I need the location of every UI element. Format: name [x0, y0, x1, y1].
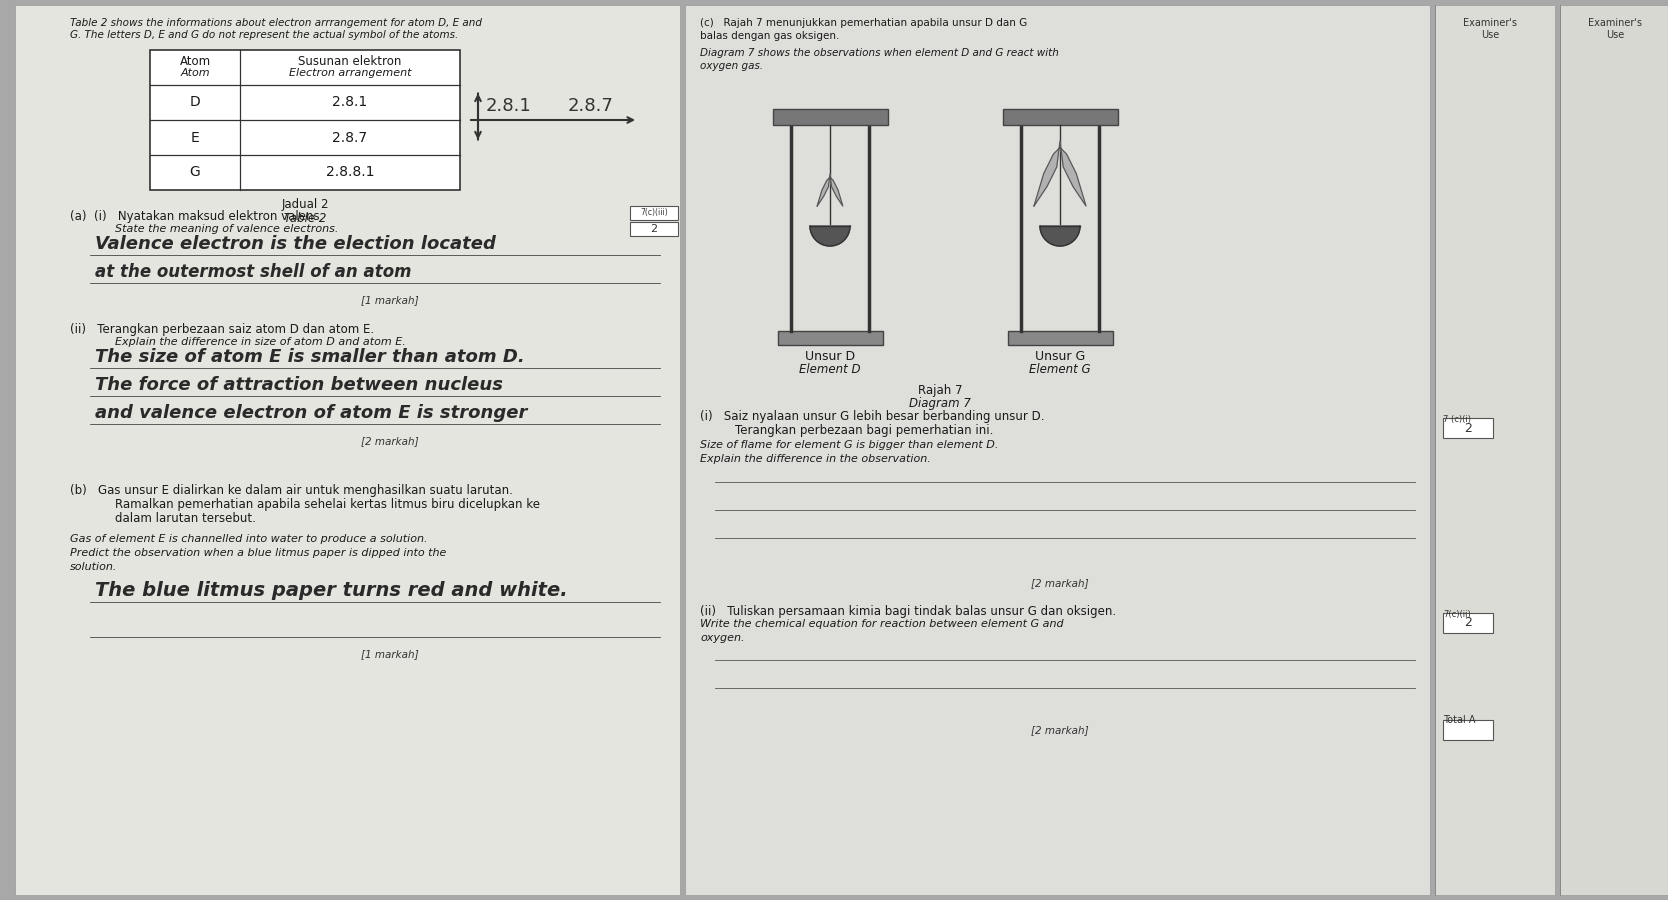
- Text: Explain the difference in the observation.: Explain the difference in the observatio…: [701, 454, 931, 464]
- Text: Rajah 7: Rajah 7: [917, 384, 962, 397]
- Text: (b)   Gas unsur E dialirkan ke dalam air untuk menghasilkan suatu larutan.: (b) Gas unsur E dialirkan ke dalam air u…: [70, 484, 512, 497]
- Text: Terangkan perbezaan bagi pemerhatian ini.: Terangkan perbezaan bagi pemerhatian ini…: [736, 424, 994, 437]
- Polygon shape: [817, 174, 842, 206]
- Text: (ii)   Tuliskan persamaan kimia bagi tindak balas unsur G dan oksigen.: (ii) Tuliskan persamaan kimia bagi tinda…: [701, 605, 1116, 618]
- Bar: [772, 109, 887, 125]
- Text: The force of attraction between nucleus: The force of attraction between nucleus: [95, 376, 504, 394]
- Text: [1 markah]: [1 markah]: [362, 649, 419, 659]
- Text: The size of atom E is smaller than atom D.: The size of atom E is smaller than atom …: [95, 348, 525, 366]
- Text: [1 markah]: [1 markah]: [362, 295, 419, 305]
- Text: Use: Use: [1606, 30, 1625, 40]
- Text: solution.: solution.: [70, 562, 117, 572]
- Text: Total A: Total A: [1443, 715, 1476, 725]
- Text: 2.8.7: 2.8.7: [569, 97, 614, 115]
- Text: Jadual 2: Jadual 2: [282, 198, 329, 211]
- Text: Write the chemical equation for reaction between element G and: Write the chemical equation for reaction…: [701, 619, 1064, 629]
- Text: Table 2: Table 2: [284, 212, 327, 225]
- Text: 2: 2: [651, 224, 657, 234]
- Text: oxygen gas.: oxygen gas.: [701, 61, 764, 71]
- Bar: [1443, 613, 1493, 633]
- Text: Atom: Atom: [180, 55, 210, 68]
- Bar: [1443, 720, 1493, 740]
- Polygon shape: [15, 5, 681, 895]
- Polygon shape: [1560, 5, 1668, 895]
- Polygon shape: [1034, 141, 1086, 206]
- Bar: [777, 331, 882, 345]
- Text: Use: Use: [1481, 30, 1500, 40]
- Text: balas dengan gas oksigen.: balas dengan gas oksigen.: [701, 31, 839, 41]
- Text: (i)   Saiz nyalaan unsur G lebih besar berbanding unsur D.: (i) Saiz nyalaan unsur G lebih besar ber…: [701, 410, 1044, 423]
- Text: at the outermost shell of an atom: at the outermost shell of an atom: [95, 263, 412, 281]
- Text: Gas of element E is channelled into water to produce a solution.: Gas of element E is channelled into wate…: [70, 534, 427, 544]
- Text: 7 (c)(i): 7 (c)(i): [1443, 415, 1471, 424]
- Text: and valence electron of atom E is stronger: and valence electron of atom E is strong…: [95, 404, 527, 422]
- Text: 2: 2: [1465, 616, 1471, 629]
- Text: Atom: Atom: [180, 68, 210, 78]
- Text: 7(c)(ii): 7(c)(ii): [1443, 610, 1471, 619]
- Text: 2.8.1: 2.8.1: [485, 97, 532, 115]
- Bar: [1443, 418, 1493, 438]
- Text: G. The letters D, E and G do not represent the actual symbol of the atoms.: G. The letters D, E and G do not represe…: [70, 30, 459, 40]
- Text: Table 2 shows the informations about electron arrrangement for atom D, E and: Table 2 shows the informations about ele…: [70, 18, 482, 28]
- Text: (ii)   Terangkan perbezaan saiz atom D dan atom E.: (ii) Terangkan perbezaan saiz atom D dan…: [70, 323, 374, 336]
- Text: [2 markah]: [2 markah]: [1031, 725, 1089, 735]
- Polygon shape: [811, 226, 851, 246]
- Text: The blue litmus paper turns red and white.: The blue litmus paper turns red and whit…: [95, 581, 567, 600]
- Bar: [150, 50, 460, 190]
- Bar: [631, 222, 677, 236]
- Text: Unsur D: Unsur D: [806, 350, 856, 363]
- Text: Electron arrangement: Electron arrangement: [289, 68, 412, 78]
- Text: [2 markah]: [2 markah]: [362, 436, 419, 446]
- Text: 2.8.1: 2.8.1: [332, 95, 367, 110]
- Text: 7(c)(iii): 7(c)(iii): [641, 209, 667, 218]
- Text: G: G: [190, 166, 200, 179]
- Text: Ramalkan pemerhatian apabila sehelai kertas litmus biru dicelupkan ke: Ramalkan pemerhatian apabila sehelai ker…: [115, 498, 540, 511]
- Text: Explain the difference in size of atom D and atom E.: Explain the difference in size of atom D…: [115, 337, 405, 347]
- Text: Valence electron is the election located: Valence electron is the election located: [95, 235, 495, 253]
- Bar: [1002, 109, 1118, 125]
- Polygon shape: [686, 5, 1429, 895]
- Polygon shape: [1041, 226, 1079, 246]
- Text: Examiner's: Examiner's: [1463, 18, 1516, 28]
- Text: (c)   Rajah 7 menunjukkan pemerhatian apabila unsur D dan G: (c) Rajah 7 menunjukkan pemerhatian apab…: [701, 18, 1027, 28]
- Text: Predict the observation when a blue litmus paper is dipped into the: Predict the observation when a blue litm…: [70, 548, 447, 558]
- Text: Diagram 7 shows the observations when element D and G react with: Diagram 7 shows the observations when el…: [701, 48, 1059, 58]
- Text: Unsur G: Unsur G: [1034, 350, 1086, 363]
- Text: Element D: Element D: [799, 363, 861, 376]
- Polygon shape: [1434, 5, 1555, 895]
- Text: 2: 2: [1465, 421, 1471, 435]
- Text: (a)  (i)   Nyatakan maksud elektron valens.: (a) (i) Nyatakan maksud elektron valens.: [70, 210, 324, 223]
- Text: Examiner's: Examiner's: [1588, 18, 1641, 28]
- Text: 2.8.8.1: 2.8.8.1: [325, 166, 374, 179]
- Text: D: D: [190, 95, 200, 110]
- Text: dalam larutan tersebut.: dalam larutan tersebut.: [115, 512, 255, 525]
- Text: Susunan elektron: Susunan elektron: [299, 55, 402, 68]
- Text: E: E: [190, 130, 200, 145]
- Text: oxygen.: oxygen.: [701, 633, 744, 643]
- Text: Element G: Element G: [1029, 363, 1091, 376]
- Bar: [631, 206, 677, 220]
- Bar: [1007, 331, 1113, 345]
- Text: State the meaning of valence electrons.: State the meaning of valence electrons.: [115, 224, 339, 234]
- Text: 2.8.7: 2.8.7: [332, 130, 367, 145]
- Text: Diagram 7: Diagram 7: [909, 397, 971, 410]
- Text: [2 markah]: [2 markah]: [1031, 578, 1089, 588]
- Text: Size of flame for element G is bigger than element D.: Size of flame for element G is bigger th…: [701, 440, 999, 450]
